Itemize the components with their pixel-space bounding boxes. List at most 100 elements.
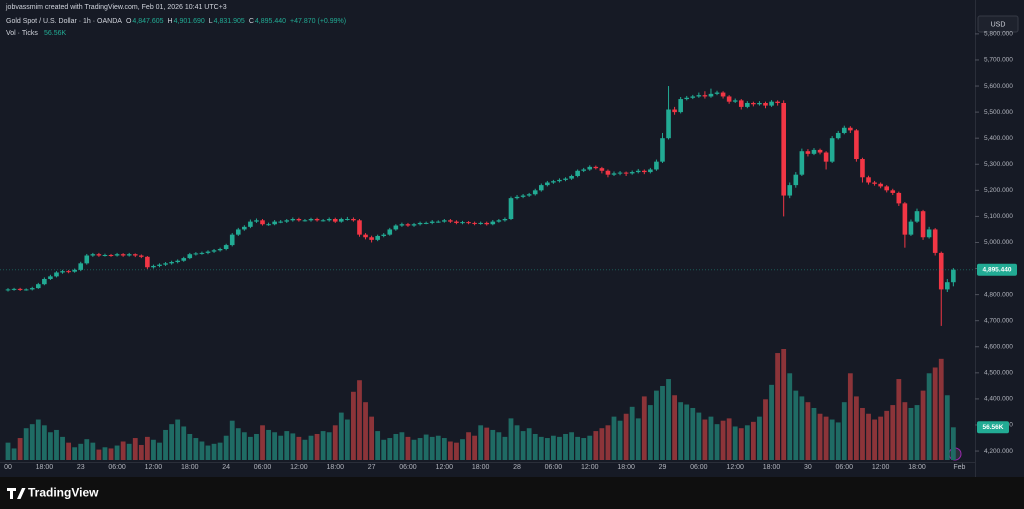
candle-body [423, 222, 429, 224]
volume-bar [369, 416, 374, 460]
volume-bar [793, 390, 799, 460]
volume-bar [532, 433, 538, 460]
candle-body [514, 196, 520, 199]
candle-body [223, 245, 229, 249]
candle-body [169, 262, 174, 264]
candle-body [405, 224, 411, 226]
candle-body [890, 190, 896, 193]
candle-body [563, 178, 568, 180]
volume-bar [205, 445, 211, 460]
volume-bar [96, 449, 102, 460]
volume-bar [775, 353, 781, 460]
candle-body [242, 226, 247, 230]
volume-bar [132, 438, 138, 460]
candle-body [951, 269, 956, 283]
volume-bar [629, 406, 635, 460]
candle-body [757, 102, 762, 105]
candle-body [829, 138, 835, 162]
volume-bar [926, 373, 932, 460]
volume-bar [351, 391, 356, 460]
candle-body [551, 181, 556, 183]
volume-bar [847, 373, 853, 460]
candle-body [84, 255, 90, 264]
candle-body [42, 278, 47, 285]
volume-bar [520, 431, 526, 460]
volume-bar [29, 424, 35, 460]
candle-body [781, 102, 786, 196]
volume-bar [472, 435, 478, 460]
volume-bar [557, 436, 562, 460]
volume-bar [551, 435, 556, 460]
candle-body [938, 252, 944, 290]
legend-key: L [209, 18, 213, 25]
candle-body [23, 289, 29, 291]
candle-body [835, 132, 841, 139]
candle-body [36, 284, 41, 289]
candle-body [854, 130, 859, 160]
volume-bar [702, 419, 708, 460]
y-tick-label: 4,600.000 [984, 343, 1013, 350]
candle-body [526, 194, 532, 196]
volume-bar [157, 442, 162, 460]
y-tick-label: 5,600.000 [984, 83, 1013, 90]
volume-bar [260, 425, 265, 460]
candle-body [805, 151, 811, 154]
candle-body [363, 234, 368, 238]
candle-body [932, 229, 938, 253]
x-tick-label: 06:00 [399, 464, 417, 471]
volume-bar [714, 424, 720, 460]
volume-bar [193, 438, 199, 460]
candle-body [775, 101, 780, 103]
candle-body [817, 149, 823, 153]
candle-body [11, 288, 17, 290]
volume-bar [799, 396, 805, 460]
candle-body [187, 254, 193, 259]
volume-bar [841, 402, 847, 460]
candle-body [199, 252, 205, 254]
volume-bar [35, 419, 41, 460]
x-tick-label: 06:00 [108, 464, 126, 471]
candle-body [738, 100, 744, 107]
y-tick-label: 5,700.000 [984, 57, 1013, 64]
candle-body [284, 220, 290, 222]
x-tick-label: 00 [4, 464, 12, 471]
candle-body [769, 101, 774, 106]
volume-bar [744, 425, 750, 460]
candle-body [496, 220, 502, 222]
volume-bar [411, 439, 417, 460]
volume-bar [563, 433, 568, 460]
currency-label[interactable]: USD [991, 21, 1006, 28]
volume-bar [526, 428, 532, 460]
candle-body [290, 219, 296, 221]
volume-bar [569, 432, 574, 460]
volume-bar [441, 438, 447, 460]
currency-button[interactable] [977, 15, 1019, 33]
y-tick-label: 5,100.000 [984, 213, 1013, 220]
volume-bar [387, 438, 393, 460]
candle-body [508, 198, 514, 220]
candle-body [787, 185, 793, 196]
candle-body [157, 264, 162, 266]
x-tick-label: 12:00 [290, 464, 308, 471]
volume-bar [199, 441, 205, 460]
candle-body [617, 172, 623, 174]
volume-bar [811, 407, 817, 460]
volume-bar [163, 429, 168, 460]
candle-body [557, 179, 562, 182]
candle-body [139, 255, 144, 257]
volume-bar [254, 433, 259, 460]
volume-bar [769, 384, 774, 460]
candle-body [102, 254, 108, 256]
volume-bar [454, 442, 459, 460]
candle-body [339, 219, 344, 222]
candle-body [332, 219, 338, 222]
volume-tag [977, 421, 1009, 434]
volume-bar [429, 436, 435, 460]
candle-body [351, 219, 356, 221]
candle-body [369, 237, 374, 240]
volume-bar [690, 407, 696, 460]
candle-body [448, 220, 453, 222]
candle-body [375, 235, 380, 240]
volume-bar [460, 439, 465, 460]
volume-bar [878, 416, 884, 460]
